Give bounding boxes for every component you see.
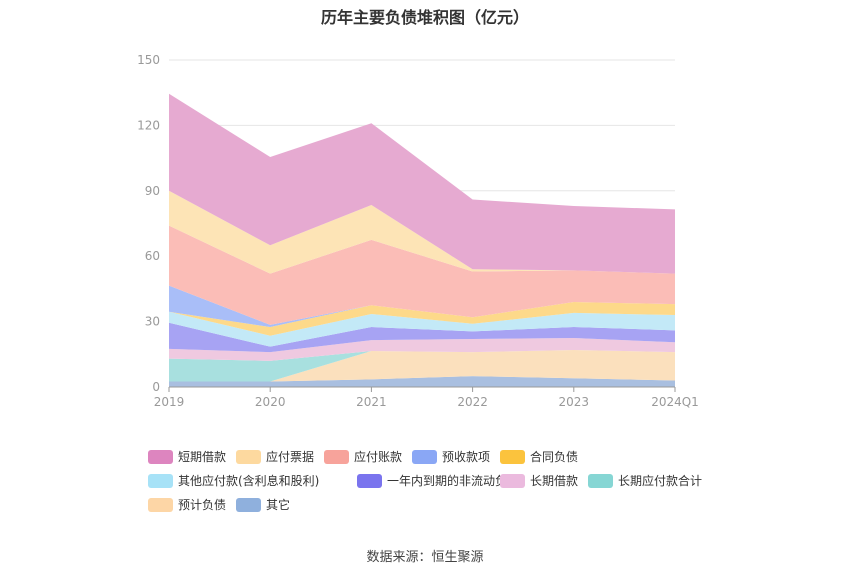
legend-label: 其他应付款(含利息和股利): [178, 474, 320, 488]
legend-swatch: [148, 473, 173, 488]
area-series: [169, 322, 675, 353]
legend-swatch: [588, 473, 613, 488]
legend-swatch: [236, 497, 261, 512]
x-tick-label: 2021: [356, 395, 387, 409]
legend-item[interactable]: 短期借款: [148, 448, 226, 465]
legend-label: 短期借款: [178, 450, 227, 464]
y-tick-label: 120: [137, 118, 160, 132]
y-tick-label: 0: [152, 380, 160, 394]
y-tick-label: 150: [137, 53, 160, 67]
legend-label: 应付票据: [266, 450, 315, 464]
legend-swatch: [412, 449, 437, 464]
legend-item[interactable]: 预计负债: [148, 496, 226, 513]
legend-swatch: [236, 449, 261, 464]
data-source: 数据来源：恒生聚源: [366, 550, 484, 565]
area-series: [169, 190, 675, 274]
legend-swatch: [324, 449, 349, 464]
legend-item[interactable]: 预收款项: [412, 448, 490, 465]
legend-label: 其它: [266, 498, 291, 512]
x-tick-label: 2022: [457, 395, 488, 409]
x-tick-label: 2023: [559, 395, 590, 409]
legend-swatch: [500, 473, 525, 488]
area-series: [169, 311, 675, 347]
legend-item[interactable]: 其它: [236, 496, 290, 513]
stacked-area-chart: 0 30 60 90 120 150 2019 2020 2021 2022 2023 2024Q1: [137, 53, 699, 409]
series-areas: [169, 93, 675, 387]
area-series: [169, 225, 675, 325]
area-series: [169, 349, 675, 382]
legend-label: 预计负债: [178, 498, 227, 512]
legend-item[interactable]: 应付账款: [324, 448, 402, 465]
area-series: [169, 349, 675, 382]
legend-item[interactable]: 一年内到期的非流动负债: [357, 472, 519, 489]
legend-swatch: [148, 449, 173, 464]
legend-swatch: [357, 473, 382, 488]
legend-item[interactable]: 应付票据: [236, 448, 314, 465]
area-series: [169, 376, 675, 387]
legend-swatch: [500, 449, 525, 464]
legend-label: 长期应付款合计: [618, 474, 703, 488]
legend-item[interactable]: 其他应付款(含利息和股利): [148, 472, 319, 489]
x-tick-label: 2020: [255, 395, 286, 409]
y-tick-label: 30: [145, 315, 160, 329]
area-series: [169, 93, 675, 274]
legend-item[interactable]: 长期借款: [500, 472, 578, 489]
y-tick-label: 90: [145, 184, 160, 198]
area-series: [169, 301, 675, 336]
legend-label: 应付账款: [354, 450, 403, 464]
chart-title: 历年主要负债堆积图（亿元）: [320, 8, 529, 27]
legend-label: 长期借款: [530, 474, 579, 488]
legend-label: 预收款项: [442, 450, 491, 464]
legend-item[interactable]: 长期应付款合计: [588, 472, 702, 489]
y-tick-label: 60: [145, 249, 160, 263]
x-tick-label: 2019: [154, 395, 185, 409]
area-series: [169, 337, 675, 361]
legend-label: 一年内到期的非流动负债: [387, 474, 520, 488]
axes: 0 30 60 90 120 150 2019 2020 2021 2022 2023 2024Q1: [137, 53, 699, 409]
legend-swatch: [148, 497, 173, 512]
legend-label: 合同负债: [530, 450, 579, 464]
legend-item[interactable]: 合同负债: [500, 448, 578, 465]
x-tick-label: 2024Q1: [651, 395, 699, 409]
